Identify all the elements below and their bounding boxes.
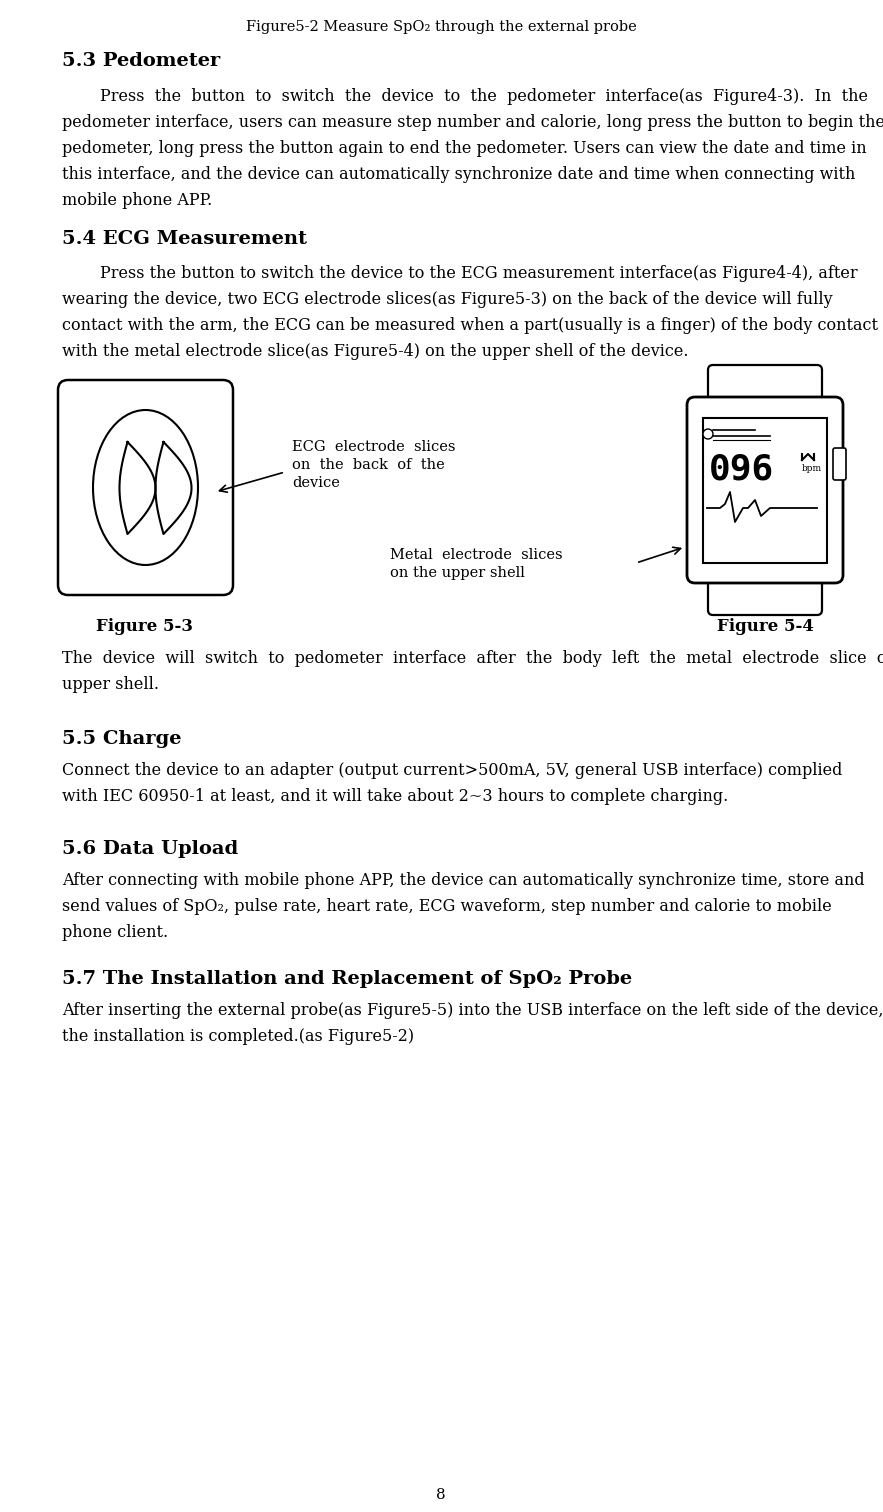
Ellipse shape — [93, 410, 198, 565]
FancyBboxPatch shape — [687, 398, 843, 584]
Text: Figure 5-4: Figure 5-4 — [717, 618, 813, 635]
Text: pedometer, long press the button again to end the pedometer. Users can view the : pedometer, long press the button again t… — [62, 141, 866, 157]
Circle shape — [703, 429, 713, 438]
Text: After inserting the external probe(as Figure5-5) into the USB interface on the l: After inserting the external probe(as Fi… — [62, 1002, 883, 1019]
Text: device: device — [292, 476, 340, 490]
Text: Press  the  button  to  switch  the  device  to  the  pedometer  interface(as  F: Press the button to switch the device to… — [100, 88, 868, 104]
FancyBboxPatch shape — [703, 417, 827, 562]
Text: 5.5 Charge: 5.5 Charge — [62, 730, 182, 748]
Text: on  the  back  of  the: on the back of the — [292, 458, 445, 472]
Text: Figure 5-3: Figure 5-3 — [96, 618, 193, 635]
Text: bpm: bpm — [802, 464, 822, 473]
Text: 096: 096 — [709, 452, 774, 485]
Text: phone client.: phone client. — [62, 924, 168, 940]
FancyBboxPatch shape — [708, 364, 822, 417]
Text: send values of SpO₂, pulse rate, heart rate, ECG waveform, step number and calor: send values of SpO₂, pulse rate, heart r… — [62, 898, 832, 915]
Text: upper shell.: upper shell. — [62, 676, 159, 692]
FancyBboxPatch shape — [708, 562, 822, 615]
Text: pedometer interface, users can measure step number and calorie, long press the b: pedometer interface, users can measure s… — [62, 113, 883, 132]
Text: with IEC 60950-1 at least, and it will take about 2~3 hours to complete charging: with IEC 60950-1 at least, and it will t… — [62, 788, 728, 804]
Text: The  device  will  switch  to  pedometer  interface  after  the  body  left  the: The device will switch to pedometer inte… — [62, 650, 883, 667]
Text: 8: 8 — [436, 1488, 446, 1501]
Text: Metal  electrode  slices: Metal electrode slices — [390, 547, 562, 562]
Text: this interface, and the device can automatically synchronize date and time when : this interface, and the device can autom… — [62, 166, 856, 183]
Text: 5.3 Pedometer: 5.3 Pedometer — [62, 51, 220, 70]
Text: ECG  electrode  slices: ECG electrode slices — [292, 440, 456, 454]
FancyBboxPatch shape — [833, 448, 846, 479]
Text: wearing the device, two ECG electrode slices(as Figure5-3) on the back of the de: wearing the device, two ECG electrode sl… — [62, 290, 833, 308]
Text: contact with the arm, the ECG can be measured when a part(usually is a finger) o: contact with the arm, the ECG can be mea… — [62, 318, 878, 334]
Text: the installation is completed.(as Figure5-2): the installation is completed.(as Figure… — [62, 1028, 414, 1045]
Text: on the upper shell: on the upper shell — [390, 565, 525, 581]
Text: Press the button to switch the device to the ECG measurement interface(as Figure: Press the button to switch the device to… — [100, 265, 857, 283]
Text: 5.7 The Installation and Replacement of SpO₂ Probe: 5.7 The Installation and Replacement of … — [62, 971, 632, 987]
Text: 5.4 ECG Measurement: 5.4 ECG Measurement — [62, 230, 307, 248]
Text: with the metal electrode slice(as Figure5-4) on the upper shell of the device.: with the metal electrode slice(as Figure… — [62, 343, 689, 360]
FancyArrowPatch shape — [220, 473, 283, 493]
FancyArrowPatch shape — [638, 547, 681, 562]
Text: Figure5-2 Measure SpO₂ through the external probe: Figure5-2 Measure SpO₂ through the exter… — [245, 20, 637, 33]
Text: Connect the device to an adapter (output current>500mA, 5V, general USB interfac: Connect the device to an adapter (output… — [62, 762, 842, 779]
FancyBboxPatch shape — [58, 380, 233, 596]
Text: 5.6 Data Upload: 5.6 Data Upload — [62, 841, 238, 857]
Text: After connecting with mobile phone APP, the device can automatically synchronize: After connecting with mobile phone APP, … — [62, 872, 864, 889]
Text: mobile phone APP.: mobile phone APP. — [62, 192, 212, 209]
